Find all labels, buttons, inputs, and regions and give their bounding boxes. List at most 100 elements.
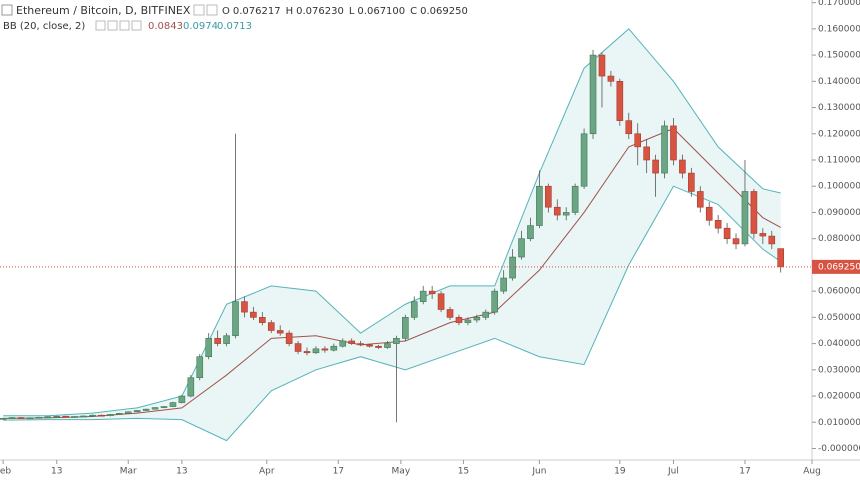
candle-body bbox=[580, 133, 588, 187]
candle-body bbox=[339, 340, 347, 347]
candle-body bbox=[232, 301, 239, 337]
candle-body bbox=[17, 417, 25, 419]
candle-body bbox=[750, 191, 758, 234]
candle-body bbox=[124, 411, 132, 414]
candle-body bbox=[509, 256, 516, 279]
x-tick-label: May bbox=[392, 467, 411, 477]
candle-body bbox=[348, 340, 356, 344]
y-tick-label: 0.050000 bbox=[818, 313, 860, 323]
y-tick-label: 0.120000 bbox=[818, 129, 860, 139]
candle-body bbox=[464, 319, 472, 323]
icon[interactable] bbox=[193, 4, 205, 16]
candle-body bbox=[562, 212, 570, 216]
candle-body bbox=[187, 377, 195, 397]
candle-body bbox=[71, 416, 78, 418]
candle-body bbox=[80, 415, 87, 418]
candle-body bbox=[705, 206, 713, 221]
candle-body bbox=[696, 191, 704, 208]
ohlc-key: H bbox=[286, 6, 294, 17]
y-tick-label: 0.020000 bbox=[818, 392, 860, 402]
ohlc-key: L bbox=[349, 6, 355, 17]
y-tick-label: 0.040000 bbox=[818, 339, 860, 349]
candle-body bbox=[285, 332, 293, 344]
candle-body bbox=[723, 227, 731, 239]
candle-body bbox=[375, 345, 382, 348]
bb-lower-value: 0.0713 bbox=[217, 21, 252, 32]
candle-body bbox=[366, 344, 373, 347]
candle-body bbox=[571, 185, 579, 213]
candle-body bbox=[393, 338, 400, 344]
icon[interactable] bbox=[107, 20, 118, 31]
candle-body bbox=[714, 220, 722, 229]
y-tick-label: 0.100000 bbox=[818, 182, 860, 192]
candle-body bbox=[652, 159, 659, 174]
candle-body bbox=[196, 356, 204, 378]
candle-body bbox=[634, 133, 642, 148]
candle-body bbox=[89, 414, 96, 417]
candle-body bbox=[607, 75, 615, 82]
candle-body bbox=[670, 125, 677, 161]
candle-body bbox=[53, 415, 61, 418]
candle-body bbox=[616, 81, 624, 121]
candle-body bbox=[759, 233, 767, 237]
candle-body bbox=[384, 343, 391, 348]
y-tick-label: 0.080000 bbox=[818, 234, 860, 244]
candle-body bbox=[303, 351, 311, 354]
last-price-tag bbox=[812, 259, 860, 274]
candle-body bbox=[679, 159, 686, 174]
candle-body bbox=[598, 54, 606, 77]
candle-body bbox=[330, 345, 338, 351]
icon[interactable] bbox=[131, 20, 142, 31]
ohlc-value: 0.076230 bbox=[296, 6, 344, 17]
candle-body bbox=[688, 172, 695, 192]
candle-body bbox=[428, 290, 436, 295]
bb-upper-value: 0.0974 bbox=[183, 21, 218, 32]
y-tick-label: 0.010000 bbox=[818, 418, 860, 428]
candle-body bbox=[625, 120, 633, 135]
candle-body bbox=[643, 146, 650, 161]
symbol-title: Ethereum / Bitcoin, D, BITFINEX bbox=[16, 4, 191, 17]
candle-body bbox=[482, 311, 490, 318]
x-tick-label: Mar bbox=[120, 467, 137, 477]
icon[interactable] bbox=[95, 20, 106, 31]
x-tick-label: Aug bbox=[803, 467, 821, 477]
candle-body bbox=[357, 343, 364, 346]
candle-body bbox=[44, 416, 52, 419]
x-tick-label: 17 bbox=[333, 467, 344, 477]
candle-body bbox=[276, 330, 284, 334]
candle-body bbox=[116, 413, 123, 415]
candle-body bbox=[455, 317, 463, 323]
candle-body bbox=[142, 408, 150, 411]
candle-body bbox=[26, 417, 34, 420]
y-tick-label: 0.160000 bbox=[818, 24, 860, 34]
candle-body bbox=[267, 322, 275, 331]
upper-band bbox=[3, 28, 781, 417]
candle-body bbox=[518, 238, 525, 258]
x-tick-label: Jun bbox=[531, 467, 546, 477]
x-tick-label: Jul bbox=[667, 467, 679, 477]
ohlc-value: 0.067100 bbox=[357, 6, 405, 17]
candle-body bbox=[294, 343, 302, 352]
candle-body bbox=[8, 417, 16, 419]
x-tick-label: 13 bbox=[176, 467, 187, 477]
icon[interactable] bbox=[206, 4, 218, 16]
legend: Ethereum / Bitcoin, D, BITFINEX O 0.07621… bbox=[1, 4, 468, 32]
icon[interactable] bbox=[119, 20, 130, 31]
ohlc-values: O 0.076217 H 0.076230 L 0.067100 C 0.069250 bbox=[222, 6, 468, 17]
candle-body bbox=[768, 235, 776, 245]
lower-band bbox=[3, 185, 782, 442]
candle-body bbox=[446, 309, 454, 318]
ohlc-value: 0.076217 bbox=[233, 6, 281, 17]
collapse-icon[interactable] bbox=[1, 4, 13, 16]
y-tick-label: 0.110000 bbox=[818, 155, 860, 165]
candle-body bbox=[491, 290, 499, 313]
bb-basis-value: 0.0843 bbox=[148, 21, 183, 32]
candle-body bbox=[545, 185, 552, 208]
candle-body bbox=[312, 348, 320, 354]
ohlc-key: O bbox=[222, 6, 230, 17]
x-tick-label: Feb bbox=[0, 467, 11, 477]
candle-body bbox=[553, 206, 561, 216]
y-tick-label: 0.030000 bbox=[818, 365, 860, 375]
x-tick-label: 13 bbox=[51, 467, 62, 477]
y-tick-label: 0.060000 bbox=[818, 287, 860, 297]
